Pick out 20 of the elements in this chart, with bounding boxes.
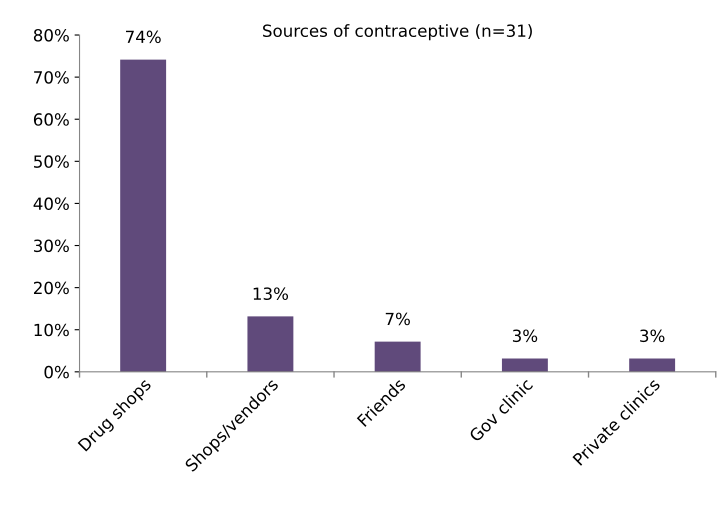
y-tick-label: 30% <box>34 239 69 252</box>
chart-title: Sources of contraceptive (n=31) <box>263 24 532 40</box>
data-label: 3% <box>512 329 538 342</box>
y-tick-label: 10% <box>34 324 69 336</box>
bar <box>502 358 548 372</box>
y-tick-label: 20% <box>34 282 69 294</box>
y-tick-label: 70% <box>34 71 69 84</box>
bar <box>247 316 294 372</box>
y-tick-label: 50% <box>34 155 69 168</box>
bar <box>374 342 421 372</box>
data-label: 74% <box>126 30 161 44</box>
y-tick-label: 80% <box>34 28 69 42</box>
y-tick-label: 0% <box>44 366 69 378</box>
bar <box>629 358 676 372</box>
data-label: 7% <box>386 312 410 326</box>
data-label: 3% <box>640 329 664 342</box>
y-tick-label: 40% <box>34 197 69 210</box>
bar <box>120 60 166 372</box>
y-tick-label: 60% <box>34 113 69 126</box>
data-label: 13% <box>254 287 288 300</box>
